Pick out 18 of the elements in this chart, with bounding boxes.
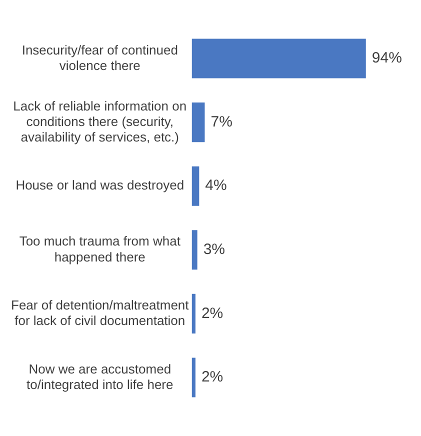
- bar: [192, 358, 196, 398]
- y-tick-label: Lack of reliable information on conditions there (security, availability of services, etc.): [13, 98, 187, 144]
- bar: [192, 38, 366, 78]
- y-tick-label: Insecurity/fear of continued violence there: [22, 42, 178, 73]
- data-label: 2%: [201, 304, 224, 322]
- y-tick-label: Fear of detention/maltreatment for lack of civil documentation: [10, 297, 190, 328]
- data-label: 4%: [205, 177, 227, 194]
- y-tick-label: Too much trauma from what happened there: [19, 234, 181, 264]
- y-tick-label: Now we are accustomed to/integrated into life here: [26, 361, 174, 392]
- bar: [192, 102, 205, 142]
- data-label: 3%: [203, 241, 226, 258]
- y-tick-label: House or land was destroyed: [16, 178, 184, 193]
- bar: [192, 230, 198, 270]
- data-label: 7%: [210, 113, 232, 130]
- data-label: 94%: [372, 50, 402, 67]
- bar: [192, 166, 200, 206]
- bar: [192, 294, 196, 334]
- data-label: 2%: [201, 368, 224, 386]
